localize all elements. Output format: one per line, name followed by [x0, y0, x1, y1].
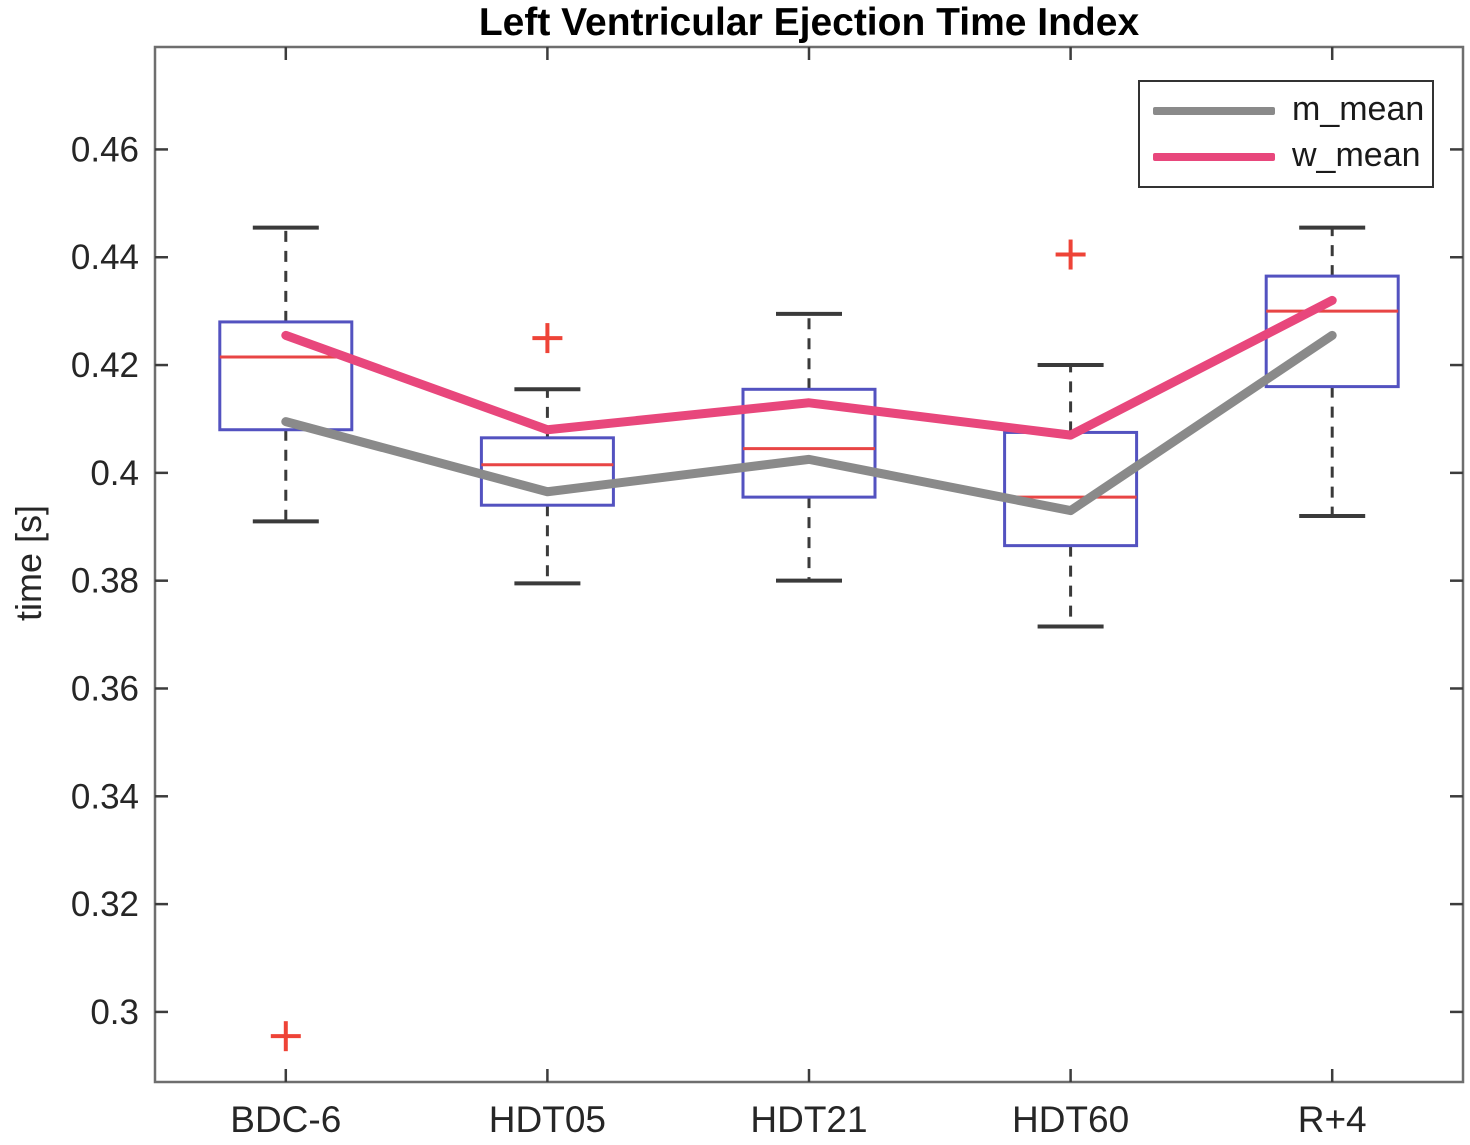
x-tick-label: HDT05 [489, 1099, 606, 1140]
box-HDT60 [1003, 430, 1139, 548]
box-BDC-6 [218, 320, 354, 432]
w-mean-line-swatch [1153, 153, 1275, 161]
x-tick-label: HDT60 [1012, 1099, 1129, 1140]
mean-line-m_mean [281, 330, 1337, 516]
y-tick-label: 0.38 [71, 562, 139, 601]
m-mean-line-swatch [1153, 107, 1275, 115]
y-tick-label: 0.44 [71, 238, 139, 277]
x-tick-label: HDT21 [750, 1099, 867, 1140]
y-tick-label: 0.46 [71, 130, 139, 169]
y-tick-label: 0.3 [90, 993, 139, 1032]
y-tick-label: 0.4 [90, 454, 139, 493]
y-tick-label: 0.42 [71, 346, 139, 385]
y-tick-label: 0.32 [71, 885, 139, 924]
x-tick-label: R+4 [1298, 1099, 1367, 1140]
legend: m_mean w_mean [1138, 80, 1434, 188]
x-tick-label: BDC-6 [230, 1099, 341, 1140]
mean-line-w_mean [281, 295, 1337, 440]
y-tick-label: 0.36 [71, 669, 139, 708]
legend-item-m-mean: m_mean [1153, 90, 1432, 128]
legend-label-m-mean: m_mean [1292, 90, 1425, 128]
y-tick-label: 0.34 [71, 777, 139, 816]
legend-item-w-mean: w_mean [1153, 136, 1432, 174]
box-HDT21 [741, 387, 877, 499]
legend-label-w-mean: w_mean [1292, 136, 1421, 174]
chart-title: Left Ventricular Ejection Time Index [478, 1, 1140, 44]
